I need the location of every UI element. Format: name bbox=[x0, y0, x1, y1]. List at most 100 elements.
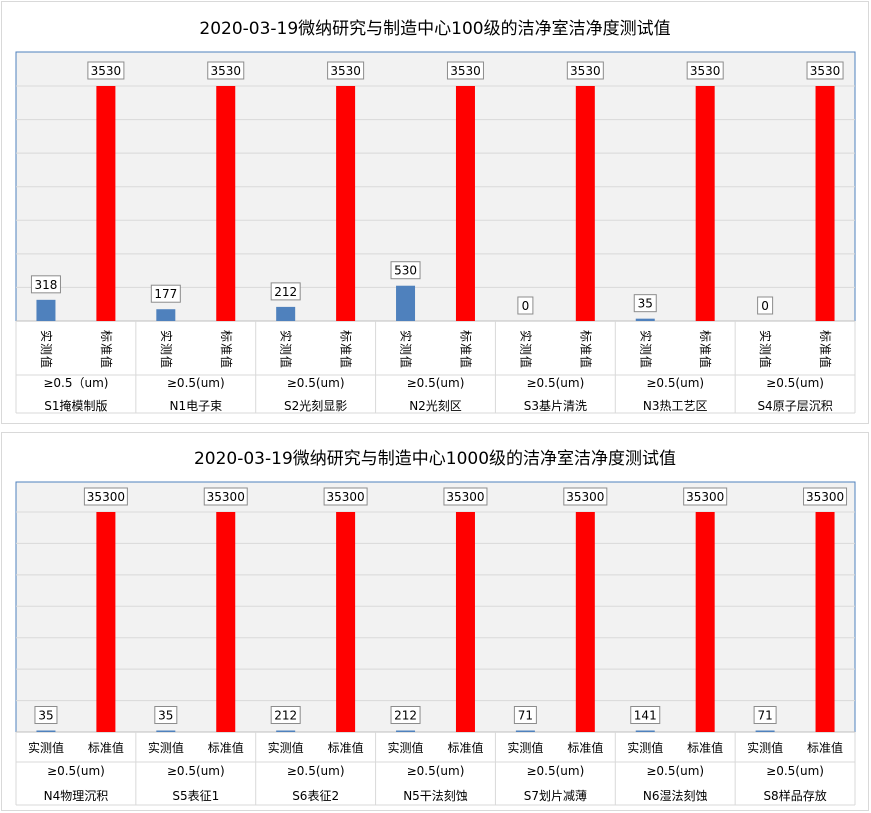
tick-sublabel: ≥0.5（um) bbox=[43, 376, 108, 390]
tick-label: N2光刻区 bbox=[409, 399, 462, 413]
chart-panel-100: 2020-03-19微纳研究与制造中心100级的洁净室洁净度测试值 318 实测值… bbox=[1, 1, 869, 424]
bar-category-label-char: 值 bbox=[758, 356, 773, 368]
bar-category-label-char: 值 bbox=[159, 356, 174, 368]
bar-standard bbox=[695, 86, 715, 321]
data-label-box bbox=[203, 487, 248, 506]
bar-category-label-char: 值 bbox=[458, 356, 473, 368]
tick-label: S5表征1 bbox=[172, 789, 219, 803]
data-label: 3530 bbox=[570, 64, 601, 78]
tick-sublabel: ≥0.5(um) bbox=[646, 376, 704, 390]
bar-category-label: 标准值 bbox=[208, 740, 244, 755]
data-label-box bbox=[803, 487, 848, 506]
tick-label: S3基片清洗 bbox=[524, 399, 587, 413]
bar-category-label-char: 标 bbox=[339, 330, 353, 342]
data-label: 71 bbox=[518, 709, 533, 723]
tick-label: N3热工艺区 bbox=[643, 399, 708, 413]
bar-category-label-char: 值 bbox=[99, 356, 114, 368]
tick-label: N1电子束 bbox=[169, 399, 222, 413]
data-label: 35 bbox=[158, 709, 173, 723]
data-label: 177 bbox=[154, 287, 177, 301]
data-label-box bbox=[517, 296, 534, 315]
bar-category-label: 实测值 bbox=[518, 330, 533, 368]
bar-category-label: 标准值 bbox=[458, 330, 473, 368]
bar-category-label: 实测值 bbox=[39, 330, 54, 368]
tick-sublabel: ≥0.5(um) bbox=[287, 764, 345, 778]
bar-standard bbox=[96, 512, 116, 732]
bar-category-label-char: 标 bbox=[458, 330, 472, 342]
bar-category-label-char: 准 bbox=[818, 343, 832, 355]
bar-category-label-char: 标 bbox=[818, 330, 832, 342]
bar-category-label: 实测值 bbox=[627, 740, 663, 755]
data-label: 35300 bbox=[806, 490, 844, 504]
data-label: 3530 bbox=[91, 64, 122, 78]
data-label-box bbox=[563, 487, 608, 506]
chart-title: 2020-03-19微纳研究与制造中心100级的洁净室洁净度测试值 bbox=[199, 19, 671, 39]
bar-category-label-char: 标 bbox=[99, 330, 113, 342]
bar-category-label-char: 实 bbox=[758, 330, 773, 342]
data-label-box bbox=[83, 487, 128, 506]
bar-category-label: 实测值 bbox=[159, 330, 174, 368]
bar-category-label-char: 测 bbox=[159, 343, 173, 355]
data-label: 3530 bbox=[210, 64, 241, 78]
data-label-box bbox=[154, 706, 178, 724]
bar-category-label: 标准值 bbox=[88, 740, 124, 755]
bar-chart-1000: 35 实测值 35300 标准值 ≥0.5(um) N4物理沉积 35 实测值 35300 标准值… bbox=[15, 481, 856, 806]
bar-category-label: 标准值 bbox=[687, 740, 723, 755]
bar-category-label: 标准值 bbox=[328, 740, 364, 755]
tick-sublabel: ≥0.5(um) bbox=[526, 764, 584, 778]
bar-standard bbox=[216, 86, 236, 321]
data-label-box bbox=[327, 61, 365, 80]
bar-category-label-char: 测 bbox=[399, 343, 413, 355]
bar-standard bbox=[336, 512, 356, 732]
data-label-box bbox=[686, 61, 724, 80]
data-label-box bbox=[390, 706, 421, 724]
bar-category-label-char: 实 bbox=[279, 330, 294, 342]
tick-sublabel: ≥0.5(um) bbox=[167, 376, 225, 390]
bar-category-label-char: 值 bbox=[698, 356, 713, 368]
bar-measured bbox=[515, 730, 535, 732]
bar-category-label-char: 测 bbox=[39, 343, 53, 355]
bar-category-label-char: 测 bbox=[638, 343, 652, 355]
bar-category-label-char: 准 bbox=[339, 343, 353, 355]
tick-sublabel: ≥0.5(um) bbox=[526, 376, 584, 390]
data-label: 318 bbox=[35, 278, 58, 292]
bar-standard bbox=[815, 512, 835, 732]
bar-category-label: 实测值 bbox=[279, 330, 294, 368]
bar-measured bbox=[396, 730, 416, 732]
bar-category-label-char: 值 bbox=[518, 356, 533, 368]
bar-category-label: 实测值 bbox=[399, 330, 414, 368]
data-label: 212 bbox=[274, 709, 297, 723]
tick-sublabel: ≥0.5(um) bbox=[47, 764, 105, 778]
tick-sublabel: ≥0.5(um) bbox=[407, 764, 465, 778]
tick-label: S6表征2 bbox=[292, 789, 339, 803]
tick-sublabel: ≥0.5(um) bbox=[167, 764, 225, 778]
data-label: 35300 bbox=[566, 490, 604, 504]
data-label: 35 bbox=[38, 709, 53, 723]
bar-measured bbox=[36, 730, 56, 732]
data-label: 35300 bbox=[87, 490, 125, 504]
data-label-box bbox=[270, 706, 301, 724]
bar-category-label: 实测值 bbox=[28, 740, 64, 755]
bar-chart-100: 318 实测值 3530 标准值 ≥0.5（um) S1掩模制版 177 实测值 3530 标准值… bbox=[15, 51, 856, 414]
bar-measured bbox=[156, 730, 176, 732]
bar-category-label-char: 值 bbox=[339, 356, 354, 368]
data-label-box bbox=[87, 61, 125, 80]
bar-standard bbox=[336, 86, 356, 321]
bar-category-label: 标准值 bbox=[578, 330, 593, 368]
bar-category-label-char: 值 bbox=[219, 356, 234, 368]
bar-measured bbox=[635, 318, 655, 321]
bar-category-label: 标准值 bbox=[339, 330, 354, 368]
bar-category-label-char: 标 bbox=[219, 330, 233, 342]
bar-standard bbox=[815, 86, 835, 321]
bar-category-label: 实测值 bbox=[148, 740, 184, 755]
bar-category-label: 标准值 bbox=[818, 330, 833, 368]
bar-measured bbox=[36, 299, 56, 321]
bar-category-label: 标准值 bbox=[807, 740, 843, 755]
bar-standard bbox=[96, 86, 116, 321]
bar-category-label-char: 标 bbox=[698, 330, 712, 342]
data-label: 35300 bbox=[327, 490, 365, 504]
tick-sublabel: ≥0.5(um) bbox=[766, 764, 824, 778]
bar-standard bbox=[216, 512, 236, 732]
bar-category-label-char: 实 bbox=[638, 330, 653, 342]
data-label-box bbox=[390, 261, 421, 280]
